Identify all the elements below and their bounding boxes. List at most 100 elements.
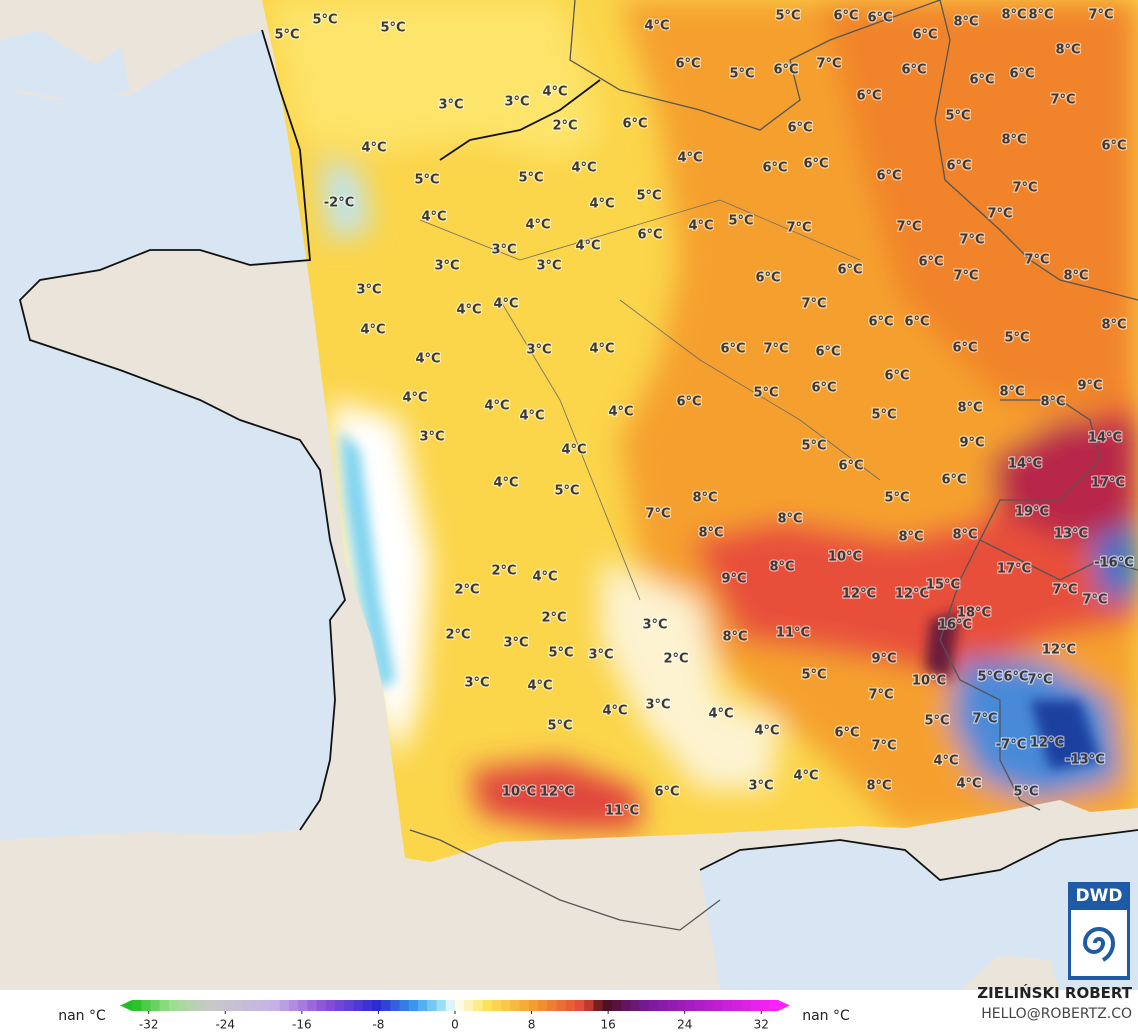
temperature-label: 10°C — [502, 785, 536, 800]
temperature-label: 5°C — [518, 171, 543, 186]
temperature-label: 2°C — [445, 628, 470, 643]
colorbar-swatch — [630, 1000, 641, 1011]
field-zone — [270, 0, 600, 160]
temperature-label: 6°C — [901, 63, 926, 78]
temperature-label: 6°C — [811, 381, 836, 396]
temperature-label: 6°C — [952, 341, 977, 356]
colorbar-swatch — [501, 1000, 511, 1011]
temperature-label: 7°C — [871, 739, 896, 754]
temperature-label: 6°C — [762, 161, 787, 176]
temperature-labels: 5°C5°C5°C4°C5°C 6°C 6°C 8°C 8°C 8°C 7°C6°C6°C5… — [273, 6, 1135, 820]
temperature-label: 4°C — [542, 85, 567, 100]
temperature-label: 6°C — [675, 57, 700, 72]
credit-email: HELLO@ROBERTZ.CO — [981, 1006, 1132, 1022]
colorbar-swatch — [224, 1000, 235, 1011]
colorbar-swatch — [251, 1000, 262, 1011]
logo-text: DWD — [1076, 886, 1123, 906]
temperature-label: 5°C — [380, 21, 405, 36]
colorbar-swatch — [722, 1000, 733, 1011]
colorbar-swatch — [279, 1000, 290, 1011]
temperature-label: 5°C — [945, 109, 970, 124]
colorbar-swatch — [371, 1000, 382, 1011]
temperature-label: 6°C — [622, 117, 647, 132]
colorbar-tick-label: -16 — [292, 1018, 312, 1032]
temperature-label: 4°C — [793, 769, 818, 784]
temperature-label: 3°C — [504, 95, 529, 110]
colorbar-swatch — [215, 1000, 225, 1011]
temperature-label: 4°C — [421, 210, 446, 225]
colorbar-swatch — [648, 1000, 659, 1011]
colorbar-swatch — [593, 1000, 604, 1011]
colorbar-left-label: nan °C — [58, 1008, 106, 1024]
sea — [0, 30, 130, 100]
temperature-label: 5°C — [977, 670, 1002, 685]
colorbar-swatch — [381, 1000, 391, 1011]
colorbar-tick-label: -8 — [372, 1018, 384, 1032]
temperature-label: 7°C — [801, 297, 826, 312]
temperature-label: 6°C — [912, 28, 937, 43]
temperature-label: 6°C — [803, 157, 828, 172]
temperature-label: 7°C — [1024, 253, 1049, 268]
coast-line — [699, 829, 1138, 881]
temperature-label: 4°C — [415, 352, 440, 367]
temperature-label: 4°C — [754, 724, 779, 739]
colorbar-swatch — [741, 1000, 751, 1011]
colorbar-swatch — [639, 1000, 650, 1011]
field-zone — [990, 420, 1138, 540]
temperature-label: -2°C — [324, 196, 354, 211]
temperature-label: 6°C — [1009, 67, 1034, 82]
temperature-label: 4°C — [688, 219, 713, 234]
colorbar-swatch — [427, 1000, 438, 1011]
temperature-label: 8°C — [999, 385, 1024, 400]
colorbar-tick-label: 8 — [528, 1018, 536, 1032]
temperature-label: 4°C — [360, 323, 385, 338]
temperature-label: 8°C — [692, 491, 717, 506]
colorbar-swatch — [584, 1000, 595, 1011]
border-line — [934, 0, 1138, 301]
temperature-label: 3°C — [645, 698, 670, 713]
temperature-label: 6°C — [654, 785, 679, 800]
colorbar-tick-label: -32 — [139, 1018, 159, 1032]
colorbar-swatch — [399, 1000, 410, 1011]
temperature-label: 6°C — [918, 255, 943, 270]
temperature-label: 6°C — [856, 89, 881, 104]
temperature-label: 7°C — [1012, 181, 1037, 196]
temperature-label: 4°C — [708, 707, 733, 722]
temperature-label: 17°C — [997, 562, 1031, 577]
temperature-label: 10°C — [828, 550, 862, 565]
temperature-label: 3°C — [503, 636, 528, 651]
colorbar-tick-label: 32 — [754, 1018, 769, 1032]
temperature-label: 4°C — [956, 777, 981, 792]
temperature-label: 7°C — [953, 269, 978, 284]
temperature-label: 8°C — [1055, 43, 1080, 58]
temperature-label: 6°C — [946, 159, 971, 174]
temperature-label: 9°C — [871, 652, 896, 667]
colorbar-swatch — [713, 1000, 724, 1011]
temperature-field — [262, 0, 1138, 862]
colorbar-swatch — [298, 1000, 308, 1011]
coastline — [19, 29, 1138, 881]
temperature-label: 5°C — [548, 646, 573, 661]
temperature-label: 4°C — [608, 405, 633, 420]
temperature-label: 7°C — [1027, 673, 1052, 688]
temperature-label: 5°C — [801, 668, 826, 683]
temperature-label: 5°C — [884, 491, 909, 506]
temperature-label: 5°C — [1013, 785, 1038, 800]
temperature-label: 5°C — [312, 13, 337, 28]
colorbar-swatch — [731, 1000, 742, 1011]
temperature-label: 12°C — [1042, 643, 1076, 658]
temperature-label: 4°C — [575, 239, 600, 254]
temperature-label: 8°C — [777, 512, 802, 527]
colorbar-swatch — [168, 1000, 179, 1011]
temperature-label: 3°C — [491, 243, 516, 258]
temperature-label: 6°C — [1003, 670, 1028, 685]
temperature-label: 4°C — [456, 303, 481, 318]
temperature-label: 6°C — [787, 121, 812, 136]
temperature-label: 6°C — [637, 228, 662, 243]
temperature-label: 5°C — [636, 189, 661, 204]
temperature-label: 7°C — [763, 342, 788, 357]
temperature-label: 5°C — [871, 408, 896, 423]
temperature-label: 4°C — [402, 391, 427, 406]
